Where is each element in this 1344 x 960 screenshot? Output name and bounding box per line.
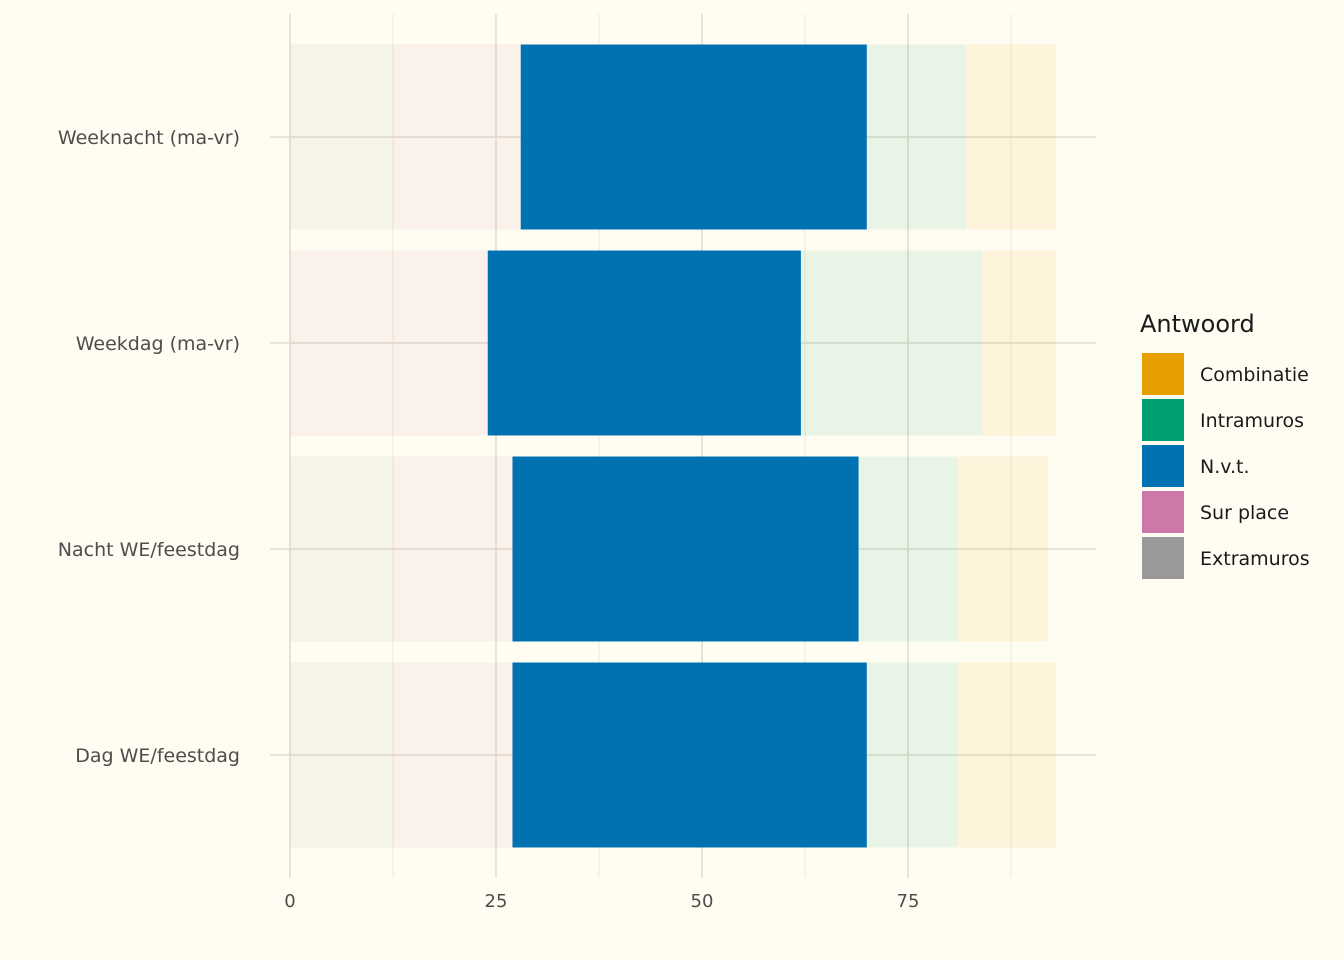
- bar-n-v-t--2: [487, 250, 801, 436]
- legend-swatch: [1142, 445, 1184, 487]
- bars: [290, 44, 1057, 848]
- bar-extramuros-1: [290, 44, 393, 230]
- bar-n-v-t--3: [512, 456, 859, 642]
- legend-swatch: [1142, 353, 1184, 395]
- bar-combinatie-2: [982, 250, 1057, 436]
- bar-sur-place-3: [393, 456, 513, 642]
- bar-intramuros-1: [866, 44, 966, 230]
- bar-combinatie-4: [957, 662, 1057, 848]
- legend-label: Intramuros: [1200, 410, 1304, 432]
- legend-swatch: [1142, 399, 1184, 441]
- bar-intramuros-2: [800, 250, 983, 436]
- bar-sur-place-2: [290, 250, 488, 436]
- bar-combinatie-1: [965, 44, 1057, 230]
- bar-combinatie-3: [957, 456, 1049, 642]
- legend-label: N.v.t.: [1200, 456, 1250, 478]
- bar-extramuros-3: [290, 456, 393, 642]
- legend-swatch: [1142, 491, 1184, 533]
- legend-label: Sur place: [1200, 502, 1289, 524]
- x-tick-label: 0: [284, 891, 295, 912]
- legend-swatch: [1142, 537, 1184, 579]
- bar-sur-place-4: [393, 662, 513, 848]
- legend-label: Extramuros: [1200, 548, 1310, 570]
- legend-title: Antwoord: [1140, 310, 1255, 338]
- bar-n-v-t--4: [512, 662, 867, 848]
- legend: Antwoord Combinatie Intramuros N.v.t. Sur p…: [1140, 310, 1310, 579]
- bar-intramuros-4: [866, 662, 958, 848]
- x-tick-label: 25: [485, 891, 508, 912]
- x-tick-label: 75: [897, 891, 920, 912]
- bar-n-v-t--1: [520, 44, 867, 230]
- bar-sur-place-1: [393, 44, 521, 230]
- x-tick-label: 50: [691, 891, 714, 912]
- category-label: Nacht WE/feestdag: [58, 539, 240, 561]
- bar-intramuros-3: [858, 456, 958, 642]
- category-label: Weeknacht (ma-vr): [58, 127, 240, 149]
- category-label: Weekdag (ma-vr): [76, 333, 240, 355]
- x-tick-labels: 0 25 50 75: [284, 891, 919, 912]
- category-label: Dag WE/feestdag: [75, 745, 240, 767]
- legend-label: Combinatie: [1200, 364, 1309, 386]
- category-labels: Weeknacht (ma-vr) Weekdag (ma-vr) Nacht WE…: [58, 127, 240, 767]
- bar-extramuros-4: [290, 662, 393, 848]
